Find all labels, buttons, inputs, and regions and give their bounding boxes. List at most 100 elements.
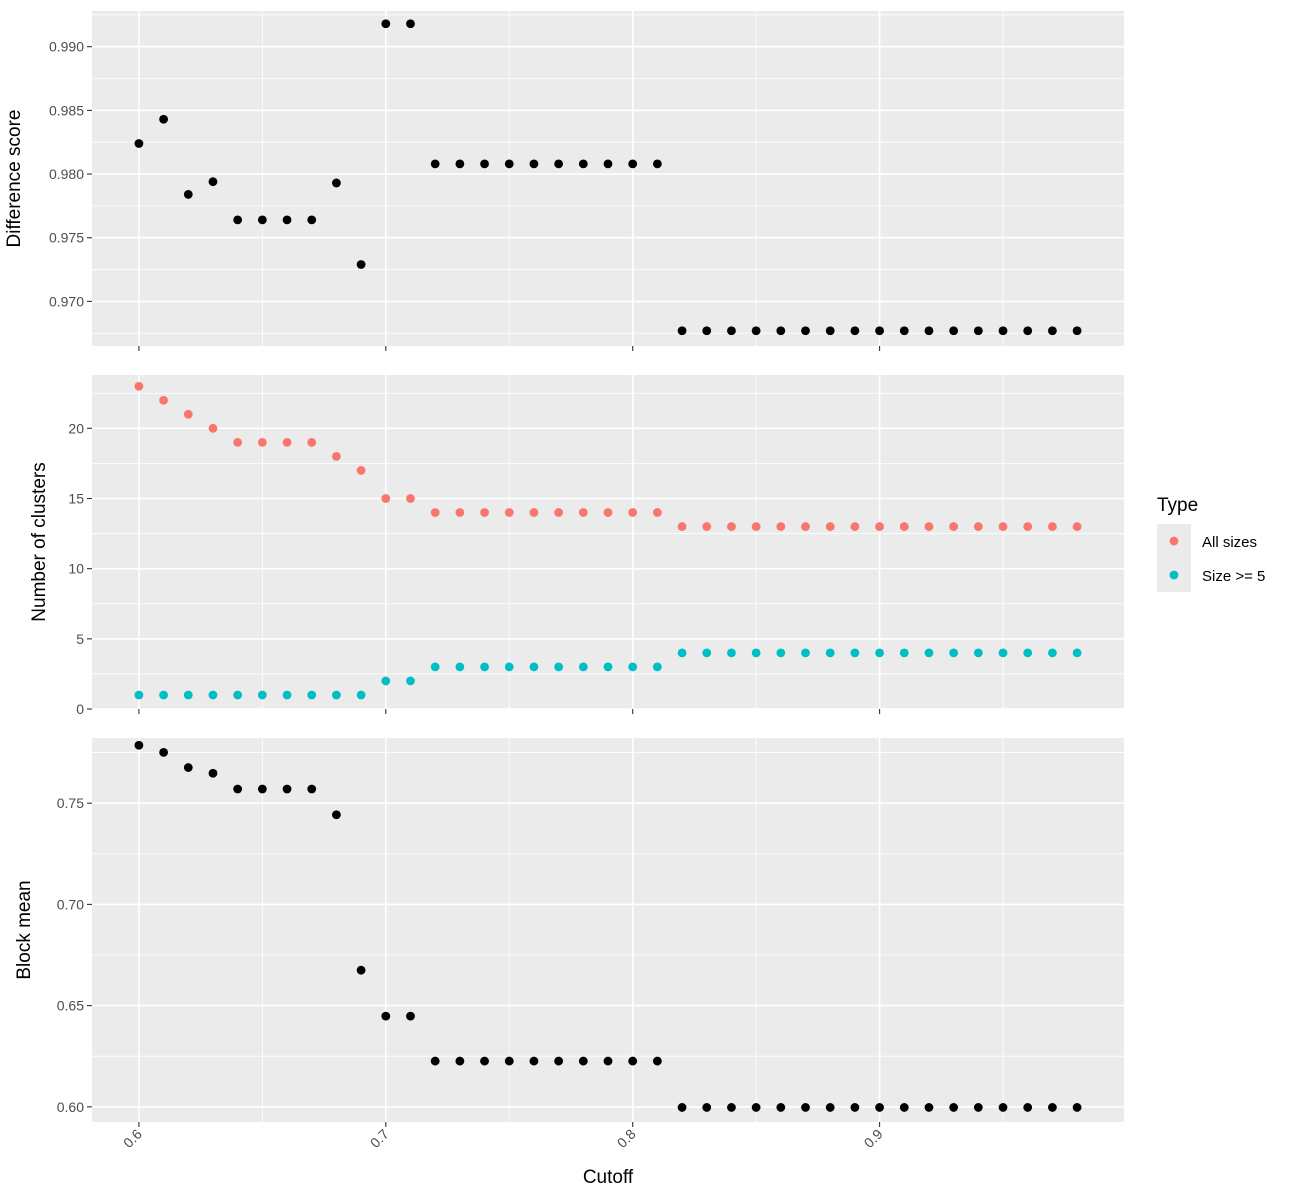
data-point [677,1103,687,1112]
y-tick-label: 0.75 [57,795,84,811]
data-point [257,437,267,447]
data-point [677,522,687,531]
data-point [1023,648,1033,658]
data-point [406,494,415,503]
data-point [875,648,884,658]
series-2-1 [134,381,1082,531]
panel-3: 0.60 0.65 0.70 0.75 Block mean [14,738,1124,1127]
y-tick-label: 15 [68,490,84,506]
data-point [1072,522,1082,531]
data-point [751,1103,761,1112]
y-axis-title: Number of clusters [29,462,50,621]
data-point [727,326,736,336]
data-point [1048,326,1057,336]
y-tick-label: 20 [68,420,84,436]
data-point [751,522,761,531]
data-point [899,1103,909,1112]
data-point [1023,326,1033,336]
panels-layer: 0.970 0.975 0.980 0.985 0.990 Difference scor… [4,11,1124,1151]
data-point [529,662,539,672]
data-point [159,395,168,405]
data-point [257,784,267,794]
series-1-1 [134,19,1082,336]
data-point [455,508,465,517]
data-point [776,326,786,336]
x-tick-label: 0.6 [120,1126,145,1151]
data-point [727,522,736,531]
panel-2: 0 5 10 15 20 Number of clusters [29,375,1124,717]
data-point [1023,1103,1033,1112]
data-point [751,648,761,658]
data-point [208,423,218,433]
data-point [603,662,613,672]
data-point [776,522,786,531]
y-tick-label: 0.985 [49,102,84,118]
data-point [381,1011,391,1021]
panel-background [92,375,1124,709]
data-point [480,662,489,672]
data-point [998,1103,1008,1112]
data-point [850,326,860,336]
data-point [159,114,168,124]
data-point [973,1103,983,1112]
data-point [430,1056,440,1066]
data-point [776,648,786,658]
legend-title: Type [1157,495,1198,516]
legend-key-all-sizes [1169,536,1179,546]
data-point [578,508,588,517]
data-point [430,159,440,169]
data-point [727,648,736,658]
data-point [233,215,243,225]
data-point [875,1103,884,1112]
y-tick-label: 0.60 [57,1099,84,1115]
x-axis-title: Cutoff [583,1167,634,1188]
y-tick-label: 5 [76,631,84,647]
data-point [159,690,168,700]
data-point [899,326,909,336]
data-point [134,139,144,148]
y-tick-label: 0 [76,701,84,717]
data-point [578,662,588,672]
data-point [702,522,712,531]
data-point [578,159,588,169]
data-point [1072,326,1082,336]
data-point [356,690,366,700]
data-point [801,648,810,658]
data-point [776,1103,786,1112]
data-point [949,522,959,531]
data-point [899,522,909,531]
data-point [603,159,613,169]
data-point [1023,522,1033,531]
data-point [924,648,934,658]
data-point [825,1103,835,1112]
legend-label-all-sizes: All sizes [1202,534,1257,551]
data-point [134,740,144,750]
data-point [899,648,909,658]
data-point [134,381,144,391]
data-point [850,1103,860,1112]
series-3-1 [134,740,1082,1112]
y-tick-label: 0.980 [49,166,84,182]
data-point [801,1103,810,1112]
data-point [1048,648,1057,658]
data-point [677,326,687,336]
data-point [356,466,366,475]
data-point [282,437,292,447]
data-point [628,662,638,672]
data-point [727,1103,736,1112]
data-point [554,662,564,672]
data-point [529,508,539,517]
data-point [628,159,638,169]
data-point [973,326,983,336]
data-point [332,810,341,820]
legend: Type All sizes Size >= 5 [1157,495,1265,592]
data-point [603,1056,613,1066]
data-point [406,19,415,29]
data-point [208,690,218,700]
data-point [578,1056,588,1066]
data-point [332,451,341,461]
data-point [998,326,1008,336]
data-point [924,522,934,531]
y-axis-title: Difference score [4,110,25,248]
data-point [480,159,489,169]
